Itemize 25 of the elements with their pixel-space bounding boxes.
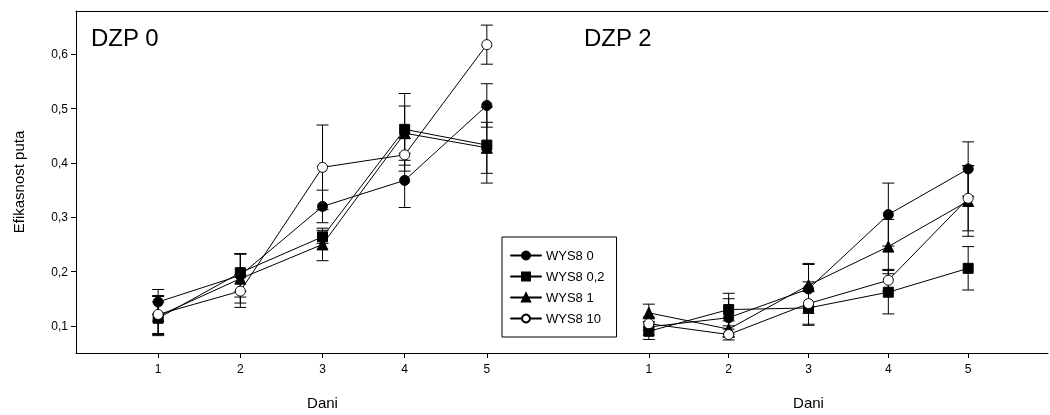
legend-label: WYS8 1	[546, 290, 594, 305]
y-tick-label: 0,6	[51, 47, 69, 62]
legend-label: WYS8 0	[546, 248, 594, 263]
x-tick-label: 2	[725, 362, 733, 376]
y-tick-label: 0,4	[51, 156, 69, 170]
legend-label: WYS8 10	[546, 311, 601, 326]
x-tick-label: 3	[805, 362, 813, 376]
x-axis-title: Dani	[793, 394, 824, 411]
x-axis-title: Dani	[307, 394, 338, 411]
x-tick-label: 1	[154, 362, 162, 376]
y-tick-label: 0,5	[51, 101, 69, 116]
x-tick-label: 1	[645, 362, 653, 376]
text: DZP 0	[91, 23, 159, 51]
x-tick-label: 5	[964, 362, 972, 376]
y-tick-label: 0,1	[51, 318, 69, 333]
y-axis-title: Efikasnost puta	[10, 130, 27, 234]
x-tick-label: 4	[884, 362, 892, 376]
x-tick-label: 3	[319, 362, 327, 376]
y-tick-label: 0,3	[51, 210, 69, 225]
y-tick-label: 0,2	[51, 264, 69, 279]
x-tick-label: 5	[483, 362, 491, 376]
legend-label: WYS8 0,2	[546, 269, 605, 284]
text: DZP 2	[584, 23, 652, 51]
x-tick-label: 2	[236, 362, 244, 376]
x-tick-label: 4	[401, 362, 409, 376]
